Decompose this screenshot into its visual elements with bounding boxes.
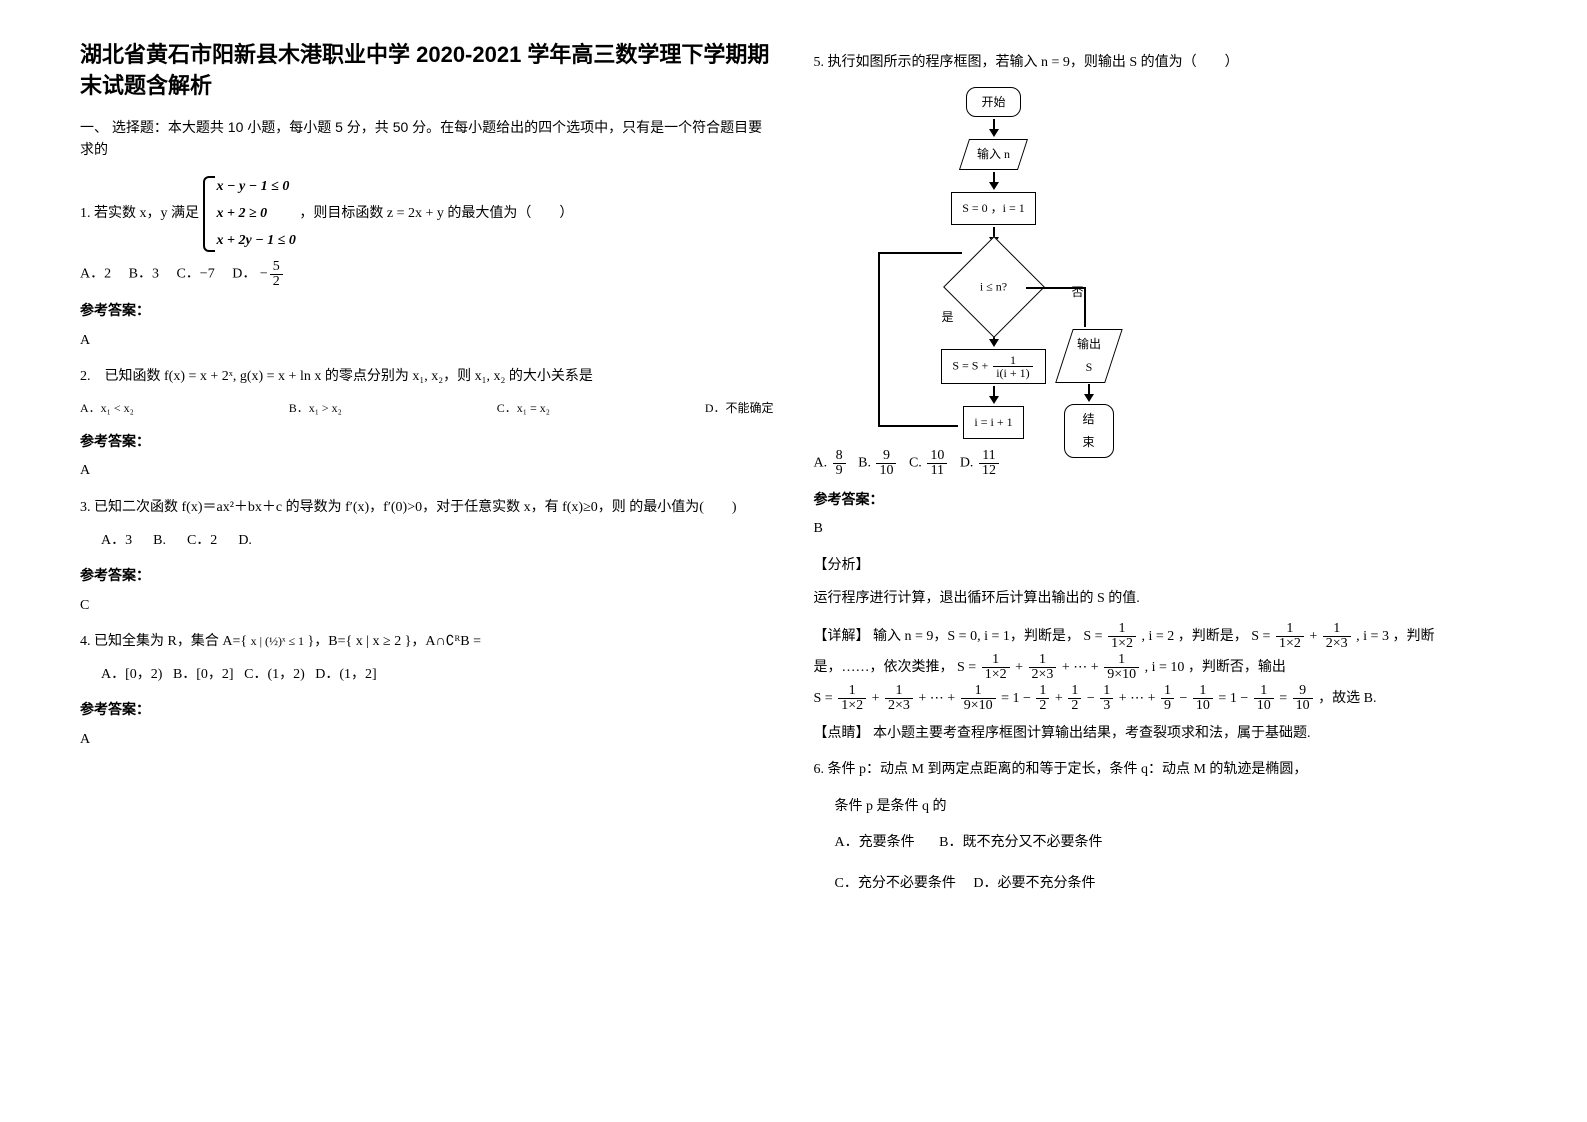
q5-detail-label: 【详解】 xyxy=(814,629,870,644)
section-1-heading: 一、 选择题：本大题共 10 小题，每小题 5 分，共 50 分。在每小题给出的… xyxy=(80,116,774,161)
q1-opt-d-pre: D． xyxy=(232,267,256,282)
q2-opt-b: B．x₁ > x₂ xyxy=(289,397,342,420)
q3-opt-b: B. xyxy=(153,533,166,548)
fc-no-label: 否 xyxy=(1071,281,1083,304)
q6-options-row1: A．充要条件 B．既不充分又不必要条件 xyxy=(814,830,1508,857)
q6-sub: 条件 p 是条件 q 的 xyxy=(814,794,1508,821)
q4-ans-label: 参考答案： xyxy=(80,696,774,723)
q1-lead-b: ，则目标函数 z = 2x + y 的最大值为（ ） xyxy=(299,206,573,221)
q4-ans: A xyxy=(80,727,774,754)
fc-right-branch: 输出 S 结束 xyxy=(1064,327,1114,460)
exam-title: 湖北省黄石市阳新县木港职业中学 2020-2021 学年高三数学理下学期期末试题… xyxy=(80,40,774,102)
q4-lead-a: 4. 已知全集为 R，集合 A={ xyxy=(80,634,247,649)
q1-opt-b: B．3 xyxy=(129,267,159,282)
q1-opt-a: A．2 xyxy=(80,267,111,282)
q4-opt-a: A．[0，2) xyxy=(101,667,162,682)
q5-analysis-label: 【分析】 xyxy=(814,553,1508,580)
fc-end: 结束 xyxy=(1064,404,1114,458)
q4-set-a: x | (½)ˣ ≤ 1 xyxy=(251,634,304,648)
q1-system: x − y − 1 ≤ 0 x + 2 ≥ 0 x + 2y − 1 ≤ 0 xyxy=(203,174,296,254)
q3-opt-c: C．2 xyxy=(187,533,217,548)
q3-ans-label: 参考答案： xyxy=(80,562,774,589)
fc-init: S = 0 ，i = 1 xyxy=(951,192,1036,225)
question-3: 3. 已知二次函数 f(x)＝ax²＋bx＋c 的导数为 f′(x)，f′(0)… xyxy=(80,495,774,619)
right-column: 5. 执行如图所示的程序框图，若输入 n = 9，则输出 S 的值为（ ） 开始… xyxy=(794,40,1528,1082)
flowchart: 开始 输入 n S = 0 ，i = 1 i ≤ n? 否 是 S = S + … xyxy=(874,87,1114,439)
q5-detail: 【详解】 输入 n = 9，S = 0, i = 1，判断是， S = 11×2… xyxy=(814,622,1508,714)
question-2: 2. 已知函数 f(x) = x + 2ˣ, g(x) = x + ln x 的… xyxy=(80,364,774,485)
q2-ans: A xyxy=(80,458,774,485)
q6-opt-d: D．必要不充分条件 xyxy=(973,876,1095,891)
q6-opt-a: A．充要条件 xyxy=(835,835,915,850)
q1-ans: A xyxy=(80,328,774,355)
q4-opt-d: D．(1，2] xyxy=(315,667,376,682)
q5-comment: 【点睛】 本小题主要考查程序框图计算输出结果，考查裂项求和法，属于基础题. xyxy=(814,721,1508,748)
page: 湖北省黄石市阳新县木港职业中学 2020-2021 学年高三数学理下学期期末试题… xyxy=(0,0,1587,1122)
q2-options: A．x₁ < x₂ B．x₁ > x₂ C．x₁ = x₂ D．不能确定 xyxy=(80,397,774,420)
question-1: 1. 若实数 x，y 满足 x − y − 1 ≤ 0 x + 2 ≥ 0 x … xyxy=(80,174,774,354)
q5-opt-d: D. xyxy=(960,456,974,471)
q2-opt-c: C．x₁ = x₂ xyxy=(497,397,550,420)
question-4: 4. 已知全集为 R，集合 A={ x | (½)ˣ ≤ 1 }，B={ x |… xyxy=(80,629,774,753)
fc-body-frac: 1 i(i + 1) xyxy=(993,354,1032,379)
q1-opt-d-frac: 5 2 xyxy=(270,260,283,289)
q6-opt-c: C．充分不必要条件 xyxy=(835,876,956,891)
q3-options: A．3 B. C．2 D. xyxy=(80,528,774,555)
question-5: 5. 执行如图所示的程序框图，若输入 n = 9，则输出 S 的值为（ ） 开始… xyxy=(814,50,1508,747)
q5-ans: B xyxy=(814,516,1508,543)
q4-options: A．[0，2) B．[0，2] C．(1，2) D．(1，2] xyxy=(80,662,774,689)
q6-lead: 6. 条件 p：动点 M 到两定点距离的和等于定长，条件 q：动点 M 的轨迹是… xyxy=(814,757,1508,784)
q5-opt-b: B. xyxy=(858,456,871,471)
fc-output: 输出 S xyxy=(1055,329,1122,383)
fc-inc: i = i + 1 xyxy=(963,406,1023,439)
q2-ans-label: 参考答案： xyxy=(80,428,774,455)
fc-input: 输入 n xyxy=(959,139,1028,170)
fc-yes-label: 是 xyxy=(942,306,954,329)
q1-opt-c: C．−7 xyxy=(176,267,214,282)
q1-sys-1: x − y − 1 ≤ 0 xyxy=(217,174,296,201)
fc-body: S = S + 1 i(i + 1) xyxy=(941,349,1045,384)
q5-comment-label: 【点睛】 xyxy=(814,726,870,741)
q1-sys-3: x + 2y − 1 ≤ 0 xyxy=(217,228,296,255)
q1-sys-2: x + 2 ≥ 0 xyxy=(217,201,296,228)
q4-opt-b: B．[0，2] xyxy=(173,667,234,682)
q2-lead: 2. 已知函数 f(x) = x + 2ˣ, g(x) = x + ln x 的… xyxy=(80,364,774,391)
left-column: 湖北省黄石市阳新县木港职业中学 2020-2021 学年高三数学理下学期期末试题… xyxy=(60,40,794,1082)
fc-start: 开始 xyxy=(966,87,1020,118)
q6-options-row2: C．充分不必要条件 D．必要不充分条件 xyxy=(814,871,1508,898)
question-6: 6. 条件 p：动点 M 到两定点距离的和等于定长，条件 q：动点 M 的轨迹是… xyxy=(814,757,1508,897)
q5-opt-a: A. xyxy=(814,456,828,471)
q4-lead-b: }，B={ x | x ≥ 2 }，A∩∁ᴿB = xyxy=(308,634,481,649)
q2-opt-a: A．x₁ < x₂ xyxy=(80,397,134,420)
q5-options: A. 89 B. 910 C. 1011 D. 1112 xyxy=(814,449,1508,478)
q5-lead: 5. 执行如图所示的程序框图，若输入 n = 9，则输出 S 的值为（ ） xyxy=(814,50,1508,77)
fc-loop-line xyxy=(878,252,880,427)
q4-opt-c: C．(1，2) xyxy=(244,667,305,682)
q5-opt-c: C. xyxy=(909,456,922,471)
q5-analysis: 运行程序进行计算，退出循环后计算出输出的 S 的值. xyxy=(814,586,1508,613)
q2-opt-d: D．不能确定 xyxy=(705,397,774,420)
q3-lead: 3. 已知二次函数 f(x)＝ax²＋bx＋c 的导数为 f′(x)，f′(0)… xyxy=(80,495,774,522)
q1-lead-a: 1. 若实数 x，y 满足 xyxy=(80,206,199,221)
q6-opt-b: B．既不充分又不必要条件 xyxy=(939,835,1102,850)
q1-ans-label: 参考答案： xyxy=(80,297,774,324)
q1-options: A．2 B．3 C．−7 D． − 5 2 xyxy=(80,260,774,289)
q3-opt-a: A．3 xyxy=(101,533,132,548)
q3-ans: C xyxy=(80,593,774,620)
q3-opt-d: D. xyxy=(238,533,252,548)
q5-ans-label: 参考答案： xyxy=(814,486,1508,513)
